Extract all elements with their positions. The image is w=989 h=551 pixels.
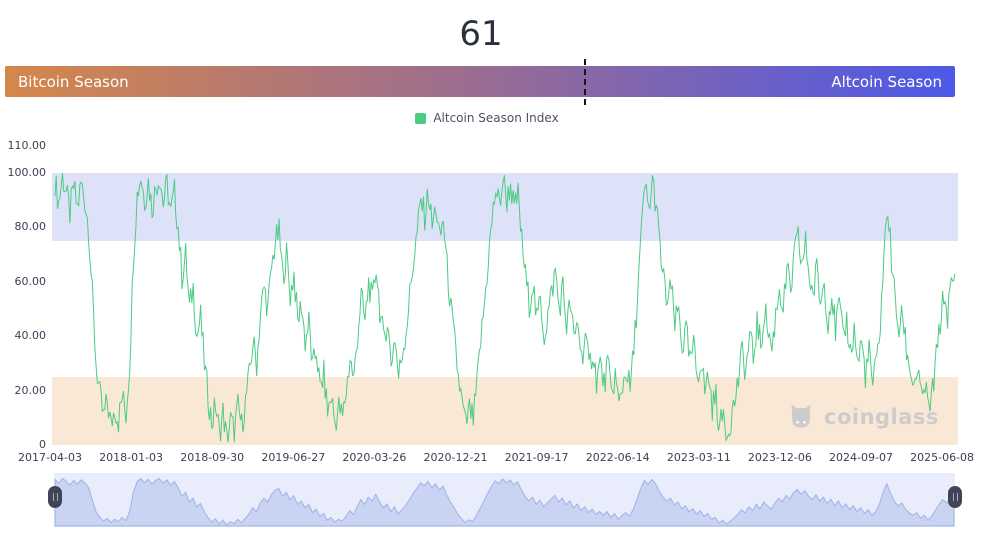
season-gradient-bar: Bitcoin Season Altcoin Season [5, 66, 955, 97]
x-axis-label: 2020-03-26 [342, 451, 407, 464]
legend-swatch-icon [415, 112, 427, 124]
x-axis-label: 2025-06-08 [910, 451, 975, 464]
y-axis-label: 20.00 [14, 383, 47, 397]
x-axis-label: 2017-04-03 [18, 451, 82, 464]
y-axis-label: 110.00 [7, 138, 47, 152]
altcoin-season-label: Altcoin Season [831, 72, 942, 91]
chart-legend[interactable]: Altcoin Season Index [0, 110, 974, 126]
legend-label: Altcoin Season Index [433, 111, 559, 125]
coinglass-watermark: coinglass [786, 402, 939, 432]
bitcoin-season-label: Bitcoin Season [18, 72, 129, 91]
y-axis-label: 0 [39, 438, 46, 451]
x-axis-label: 2018-09-30 [180, 451, 245, 464]
coinglass-bull-icon [791, 405, 811, 428]
y-axis-label: 80.00 [14, 220, 47, 234]
handle-grip-icon [52, 493, 58, 501]
navigator-left-handle[interactable] [48, 486, 62, 508]
x-axis-label: 2019-06-27 [261, 451, 326, 464]
y-axis-label: 60.00 [14, 274, 47, 288]
x-axis-label: 2023-12-06 [747, 451, 812, 464]
y-axis-label: 40.00 [14, 329, 47, 343]
current-index-value: 61 [459, 14, 503, 54]
x-axis-label: 2024-09-07 [829, 451, 893, 464]
x-axis-label: 2022-06-14 [585, 451, 650, 464]
x-axis-label: 2021-09-17 [504, 451, 569, 464]
navigator-right-handle[interactable] [948, 486, 962, 508]
handle-grip-icon [952, 493, 958, 501]
current-value-marker [583, 59, 586, 105]
watermark-text: coinglass [824, 405, 939, 429]
y-axis-label: 100.00 [7, 166, 47, 179]
series-line [54, 172, 956, 443]
x-axis-label: 2020-12-21 [423, 451, 488, 464]
x-axis-label: 2018-01-03 [99, 451, 164, 464]
navigator-area[interactable] [54, 477, 955, 527]
x-axis-label: 2023-03-11 [666, 451, 731, 464]
